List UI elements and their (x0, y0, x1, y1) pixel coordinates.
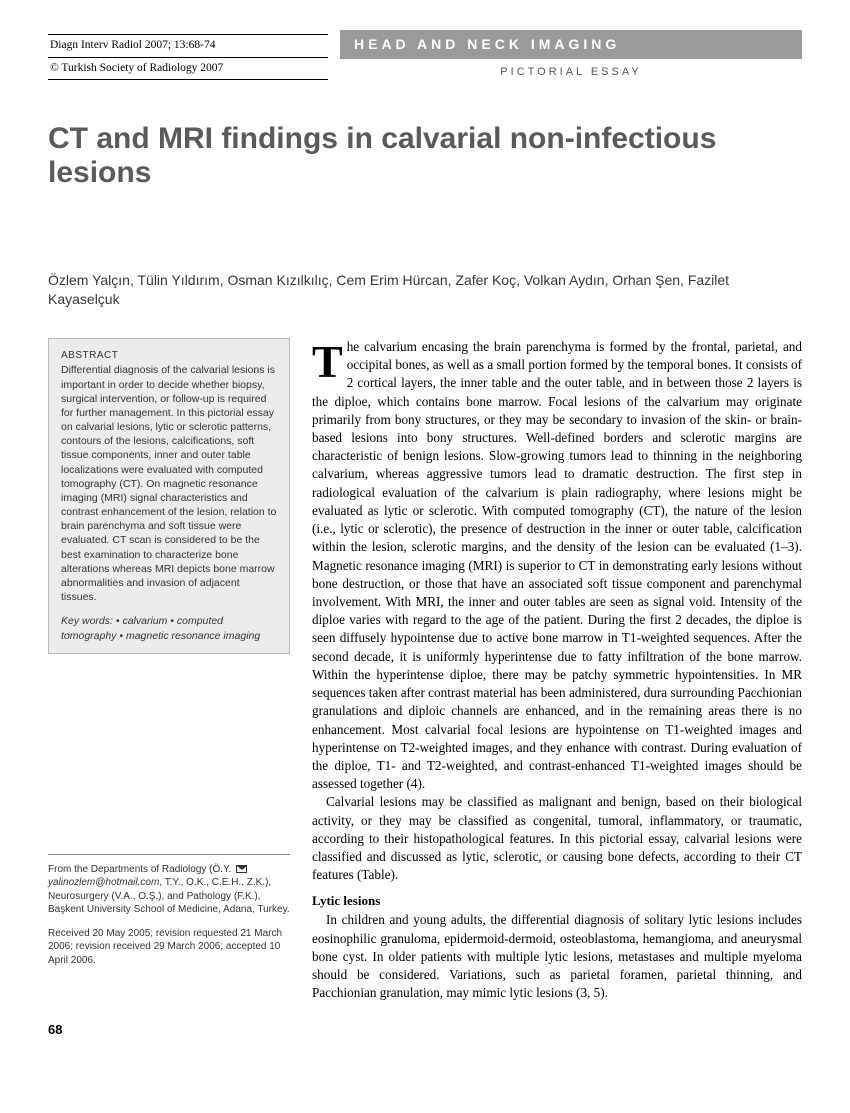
dropcap: T (312, 338, 347, 381)
article-type: PICTORIAL ESSAY (340, 59, 802, 86)
body-paragraph-3: In children and young adults, the differ… (312, 911, 802, 1002)
page-number: 68 (48, 1021, 802, 1039)
content-columns: ABSTRACT Differential diagnosis of the c… (48, 338, 802, 1003)
affiliation-pre: From the Departments of Radiology (Ö.Y. (48, 864, 234, 875)
page-header: Diagn Interv Radiol 2007; 13:68-74 © Tur… (48, 30, 802, 86)
subheading-lytic: Lytic lesions (312, 892, 802, 910)
affiliation-block: From the Departments of Radiology (Ö.Y. … (48, 854, 290, 917)
p1-text: he calvarium encasing the brain parenchy… (312, 339, 802, 791)
author-list: Özlem Yalçın, Tülin Yıldırım, Osman Kızı… (48, 271, 802, 310)
keywords: Key words: • calvarium • computed tomogr… (61, 614, 277, 642)
body-paragraph-1: The calvarium encasing the brain parench… (312, 338, 802, 793)
spacer (48, 654, 290, 854)
header-right: HEAD AND NECK IMAGING PICTORIAL ESSAY (340, 30, 802, 86)
page: Diagn Interv Radiol 2007; 13:68-74 © Tur… (0, 0, 850, 1068)
journal-citation: Diagn Interv Radiol 2007; 13:68-74 (48, 34, 328, 58)
header-left: Diagn Interv Radiol 2007; 13:68-74 © Tur… (48, 30, 328, 80)
copyright-line: © Turkish Society of Radiology 2007 (48, 58, 328, 81)
right-column: The calvarium encasing the brain parench… (312, 338, 802, 1003)
left-column: ABSTRACT Differential diagnosis of the c… (48, 338, 290, 967)
abstract-box: ABSTRACT Differential diagnosis of the c… (48, 338, 290, 654)
abstract-heading: ABSTRACT (61, 349, 277, 363)
abstract-text: Differential diagnosis of the calvarial … (61, 363, 277, 604)
section-name-bar: HEAD AND NECK IMAGING (340, 30, 802, 59)
revision-dates: Received 20 May 2005; revision requested… (48, 927, 290, 968)
envelope-icon (236, 865, 247, 873)
article-title: CT and MRI findings in calvarial non-inf… (48, 122, 802, 191)
body-paragraph-2: Calvarial lesions may be classified as m… (312, 793, 802, 884)
affiliation-email: yalinozlem@hotmail.com (48, 877, 159, 888)
